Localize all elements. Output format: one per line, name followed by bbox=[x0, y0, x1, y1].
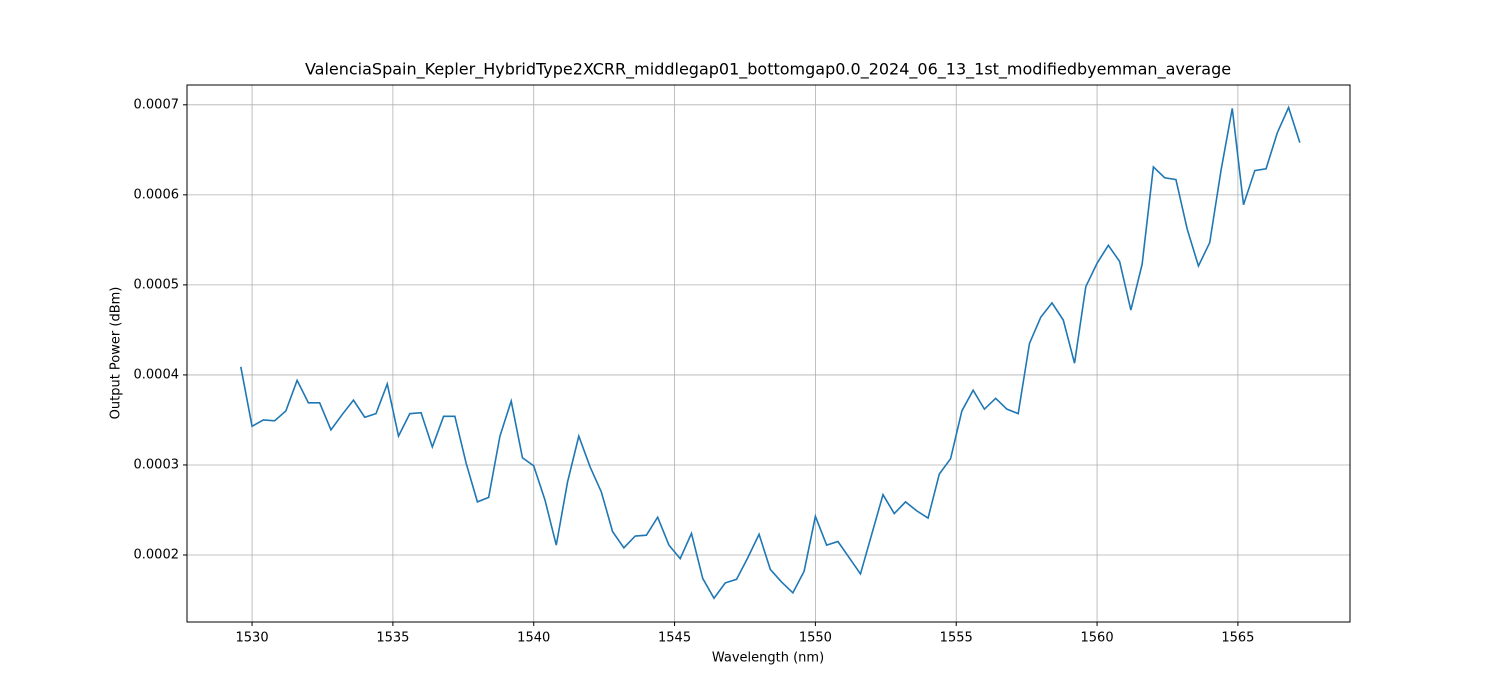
y-tick-label: 0.0006 bbox=[134, 187, 180, 202]
y-tick-label: 0.0002 bbox=[134, 548, 180, 563]
x-tick-label: 1560 bbox=[1081, 631, 1114, 646]
x-tick-label: 1555 bbox=[940, 631, 973, 646]
x-tick-label: 1545 bbox=[658, 631, 691, 646]
x-tick-label: 1535 bbox=[376, 631, 409, 646]
chart-title: ValenciaSpain_Kepler_HybridType2XCRR_mid… bbox=[305, 60, 1231, 80]
y-tick-label: 0.0007 bbox=[134, 97, 180, 112]
y-tick-label: 0.0004 bbox=[134, 367, 180, 382]
x-tick-label: 1550 bbox=[799, 631, 832, 646]
x-tick-label: 1565 bbox=[1221, 631, 1254, 646]
x-tick-label: 1540 bbox=[517, 631, 550, 646]
y-tick-label: 0.0005 bbox=[134, 277, 180, 292]
plot-frame bbox=[186, 84, 1351, 623]
y-tick-label: 0.0003 bbox=[134, 457, 180, 472]
x-tick-label: 1530 bbox=[236, 631, 269, 646]
data-line bbox=[240, 105, 1301, 600]
y-axis-label: Output Power (dBm) bbox=[109, 287, 124, 420]
x-axis-label: Wavelength (nm) bbox=[712, 651, 824, 666]
